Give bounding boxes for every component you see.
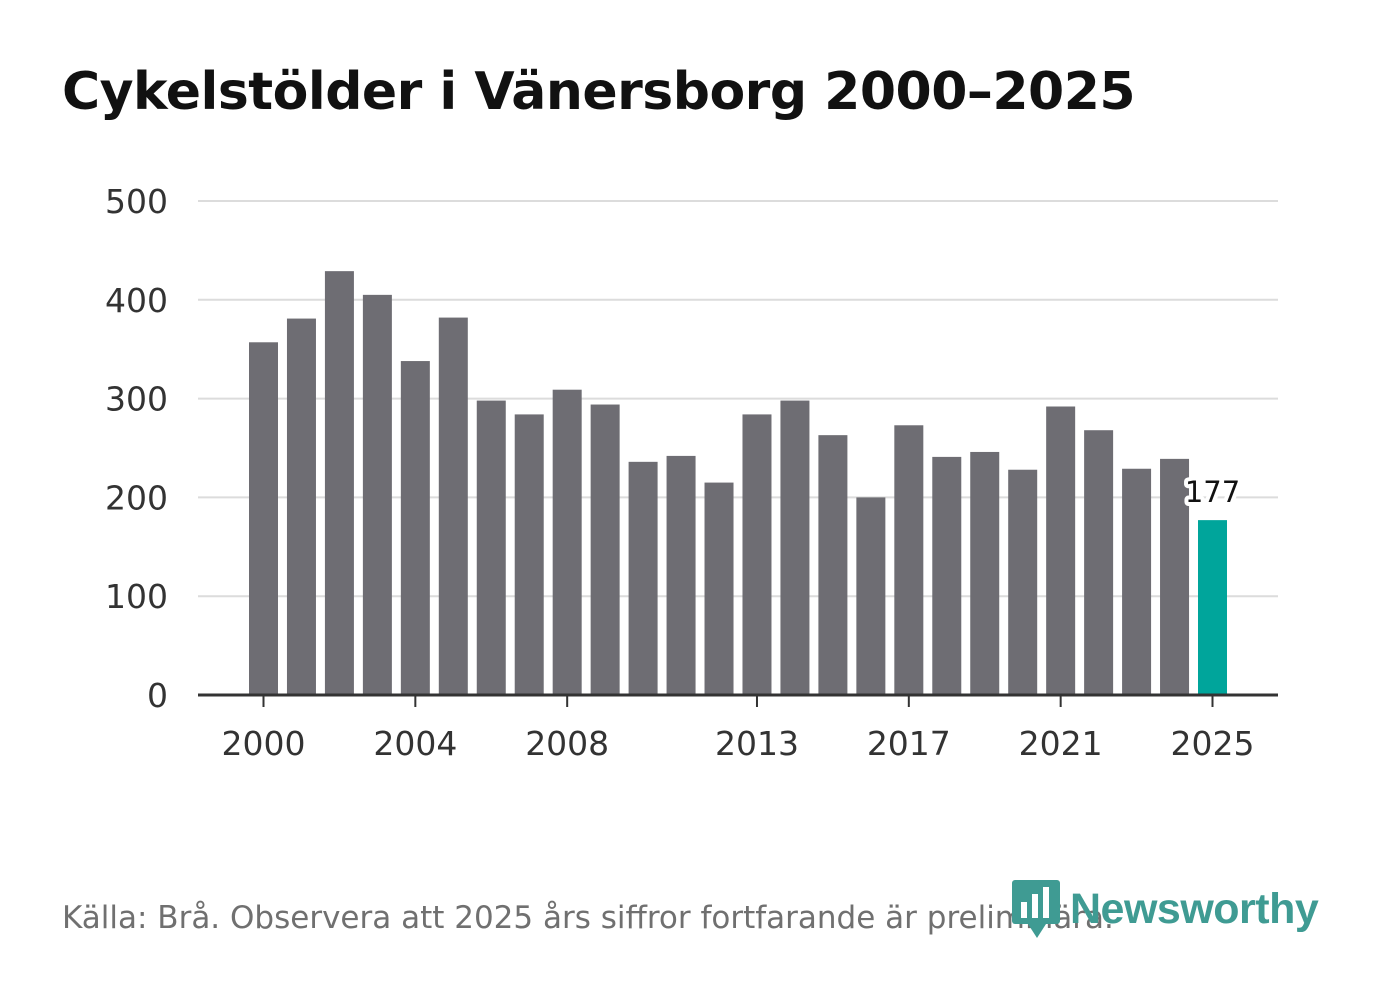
- bar: [476, 400, 506, 695]
- chart-title: Cykelstölder i Vänersborg 2000–2025: [62, 62, 1136, 122]
- brand-logo: Newsworthy: [1012, 878, 1319, 940]
- bar: [1160, 458, 1190, 695]
- x-tick-label: 2008: [525, 724, 609, 763]
- bar: [704, 482, 734, 695]
- bars: [249, 271, 1227, 695]
- x-tick-label: 2000: [222, 724, 306, 763]
- bar: [552, 389, 582, 695]
- bar: [362, 294, 392, 695]
- gridlines: [198, 200, 1278, 598]
- x-tick-label: 2004: [373, 724, 457, 763]
- x-tick-label: 2013: [715, 724, 799, 763]
- data-labels: 177: [1181, 471, 1244, 513]
- bar: [742, 414, 772, 695]
- bar: [514, 414, 544, 695]
- bar-chart: 0 100 200 300 400 500 2000 2004 2008 2013 2017 202…: [105, 182, 1278, 763]
- bar: [1122, 468, 1152, 695]
- bar: [438, 317, 468, 695]
- y-tick-label: 300: [105, 380, 168, 419]
- bar: [818, 435, 848, 695]
- bar: [590, 404, 620, 695]
- bar: [249, 342, 278, 695]
- x-axis: [198, 693, 1278, 707]
- newsworthy-logo-icon: [1012, 880, 1060, 938]
- bar: [1046, 406, 1076, 695]
- brand-name: Newsworthy: [1070, 884, 1319, 933]
- x-axis-tick-labels: 2000 2004 2008 2013 2017 2021 2025: [222, 724, 1255, 763]
- y-tick-label: 0: [147, 676, 168, 715]
- x-tick-label: 2025: [1171, 724, 1255, 763]
- x-tick-label: 2017: [867, 724, 951, 763]
- x-tick-label: 2021: [1019, 724, 1103, 763]
- bar-highlight: [1198, 520, 1227, 695]
- bar: [932, 456, 962, 695]
- y-tick-label: 400: [105, 281, 168, 320]
- bar: [324, 271, 354, 695]
- y-tick-label: 100: [105, 577, 168, 616]
- bar: [286, 318, 316, 695]
- y-axis-tick-labels: 0 100 200 300 400 500: [105, 182, 168, 715]
- y-tick-label: 500: [105, 182, 168, 221]
- bar: [666, 455, 696, 695]
- bar: [400, 361, 430, 695]
- bar: [1008, 469, 1038, 695]
- bar: [856, 497, 886, 695]
- bar: [628, 461, 658, 695]
- bar: [894, 425, 924, 695]
- bar: [970, 451, 1000, 695]
- bar: [780, 400, 810, 695]
- y-tick-label: 200: [105, 478, 168, 517]
- source-note: Källa: Brå. Observera att 2025 års siffr…: [62, 900, 1114, 936]
- bar: [1084, 430, 1114, 695]
- data-label-2025: 177: [1185, 475, 1240, 509]
